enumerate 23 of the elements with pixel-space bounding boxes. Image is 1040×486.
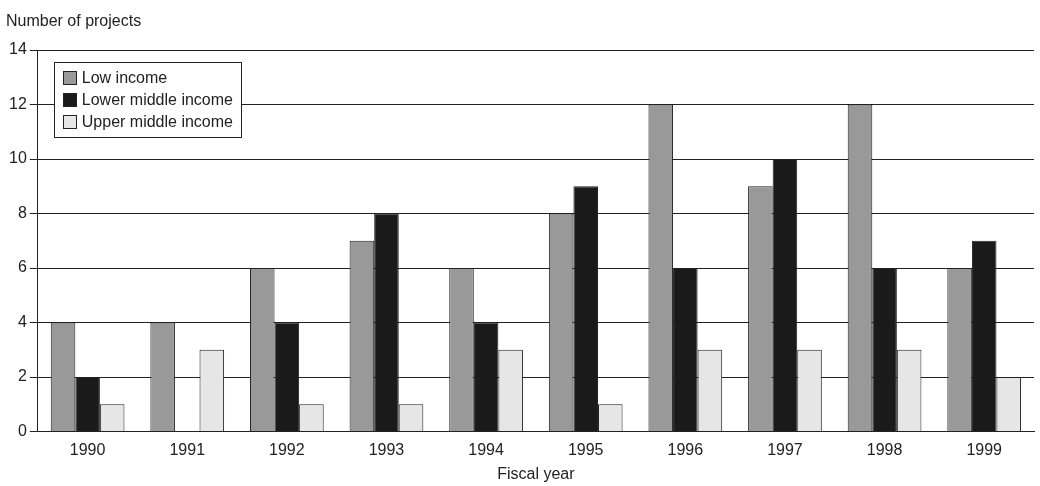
y-tick-label: 8: [17, 203, 27, 221]
y-tick-label: 0: [17, 422, 27, 440]
y-tick-label: 14: [9, 40, 27, 58]
legend-label: Lower middle income: [81, 91, 233, 109]
y-tick-label: 10: [9, 149, 27, 167]
y-tick-label: 4: [17, 312, 27, 330]
legend-label: Low income: [81, 69, 168, 87]
y-tick-label: 12: [9, 94, 27, 112]
y-tick-label: 6: [17, 258, 27, 276]
x-tick-label: 1995: [567, 440, 604, 458]
x-tick-label: 1992: [269, 440, 305, 458]
x-tick-label: 1997: [767, 440, 803, 458]
x-tick-label: 1990: [69, 440, 106, 458]
x-tick-label: 1999: [966, 440, 1003, 458]
legend-label: Upper middle income: [81, 113, 233, 131]
x-tick-label: 1996: [667, 440, 704, 458]
x-tick-label: 1994: [468, 440, 504, 458]
y-axis-title: Number of projects: [6, 12, 142, 30]
x-tick-label: 1993: [368, 440, 405, 458]
x-axis-title: Fiscal year: [497, 464, 576, 482]
x-tick-label: 1998: [866, 440, 903, 458]
x-tick-label: 1991: [169, 440, 206, 458]
y-tick-label: 2: [17, 367, 27, 385]
